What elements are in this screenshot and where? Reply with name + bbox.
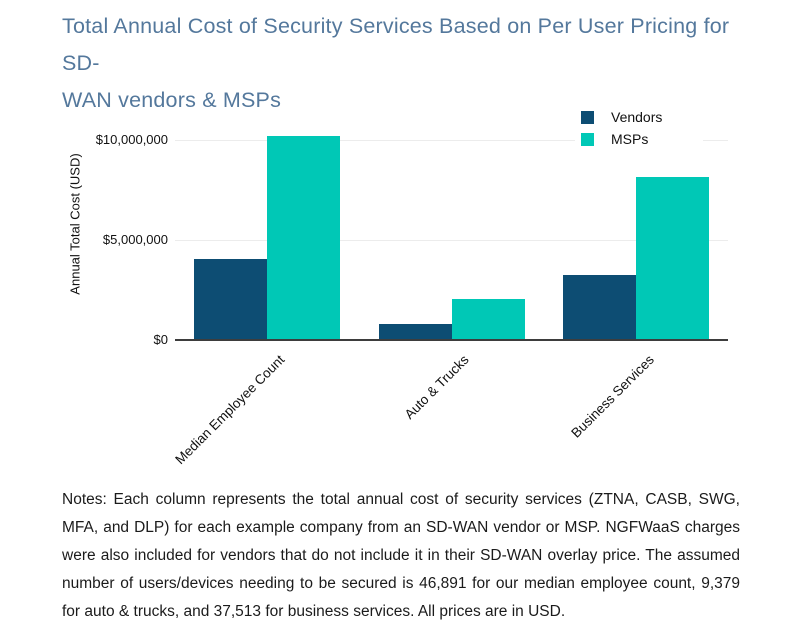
plot-area: Annual Total Cost (USD) $0 $5,000,000 $10,… (68, 108, 728, 467)
gridline (175, 140, 728, 141)
y-tick-label: $5,000,000 (102, 232, 168, 247)
bar-vendors-auto-trucks (378, 323, 452, 340)
bar-msps-business-services (635, 176, 709, 340)
gridline (175, 240, 728, 241)
legend-label-msps: MSPs (611, 131, 649, 147)
legend-swatch-vendors (581, 110, 594, 124)
y-axis-title: Annual Total Cost (USD) (67, 153, 83, 295)
y-tick-label: $10,000,000 (95, 132, 168, 147)
x-axis-label: Auto & Trucks (402, 352, 473, 423)
chart-title-line-1: Total Annual Cost of Security Services B… (62, 14, 730, 75)
chart-title: Total Annual Cost of Security Services B… (62, 8, 772, 119)
x-axis-label: Median Employee Count (172, 352, 288, 468)
chart-title-line-2: WAN vendors & MSPs (62, 88, 282, 112)
x-axis-label: Business Services (567, 352, 657, 441)
bar-msps-median-employee-count (267, 136, 341, 340)
x-axis-line (175, 339, 728, 341)
y-tick-label: $0 (153, 332, 168, 347)
bar-chart: Annual Total Cost (USD) $0 $5,000,000 $10,… (67, 104, 728, 468)
legend: Vendors MSPs (575, 104, 703, 152)
legend-label-vendors: Vendors (611, 109, 663, 125)
legend-item-msps: MSPs (581, 128, 703, 150)
notes-paragraph: Notes: Each column represents the total … (62, 491, 740, 620)
legend-swatch-msps (581, 132, 594, 146)
bar-msps-auto-trucks (451, 299, 525, 340)
bar-vendors-median-employee-count (194, 259, 268, 340)
bar-vendors-business-services (562, 275, 636, 340)
legend-item-vendors: Vendors (581, 106, 703, 128)
